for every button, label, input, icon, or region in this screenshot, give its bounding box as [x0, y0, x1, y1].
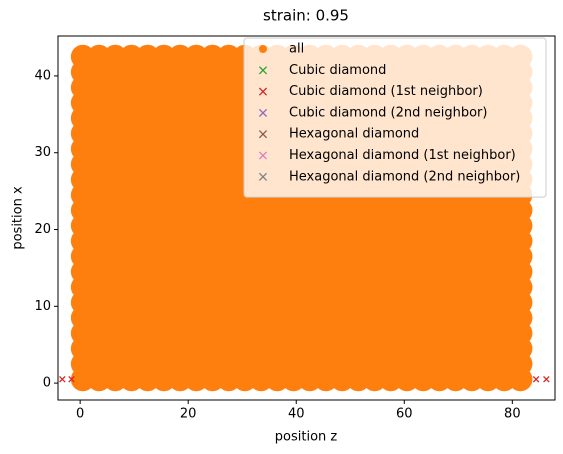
y-tick-label: 0 [43, 376, 51, 391]
point [59, 376, 66, 383]
legend-box [243, 37, 547, 198]
x-tick-label: 0 [76, 407, 84, 422]
legend-marker [258, 172, 268, 181]
y-tick-label: 10 [34, 299, 51, 314]
x-tick-label: 40 [288, 407, 305, 422]
legend-marker [259, 45, 267, 53]
legend-label: Hexagonal diamond [289, 127, 419, 142]
plot-area [59, 44, 550, 392]
y-tick-label: 40 [34, 68, 51, 83]
y-axis-label: position x [11, 186, 26, 250]
legend-marker [258, 66, 268, 75]
axes-frame [57, 35, 556, 401]
legend-label: Cubic diamond [289, 63, 386, 78]
legend-marker [258, 130, 268, 139]
x-tick-label: 60 [396, 407, 413, 422]
legend-label: Hexagonal diamond (1st neighbor) [289, 148, 516, 163]
point [543, 376, 550, 383]
legend-marker [258, 151, 268, 160]
legend-label: all [289, 42, 304, 57]
legend-label: Cubic diamond (1st neighbor) [289, 84, 483, 99]
legend-marker [258, 108, 268, 117]
legend-marker [258, 87, 268, 96]
x-tick-label: 20 [180, 407, 197, 422]
legend-label: Cubic diamond (2nd neighbor) [289, 105, 487, 120]
chart-title: strain: 0.95 [263, 7, 349, 25]
point [532, 376, 540, 383]
x-tick-label: 80 [504, 407, 521, 422]
point [68, 376, 75, 383]
x-axis-label: position z [275, 430, 338, 445]
legend-label: Hexagonal diamond (2nd neighbor) [289, 169, 520, 184]
y-tick-label: 30 [34, 145, 51, 160]
y-tick-label: 20 [34, 222, 51, 237]
